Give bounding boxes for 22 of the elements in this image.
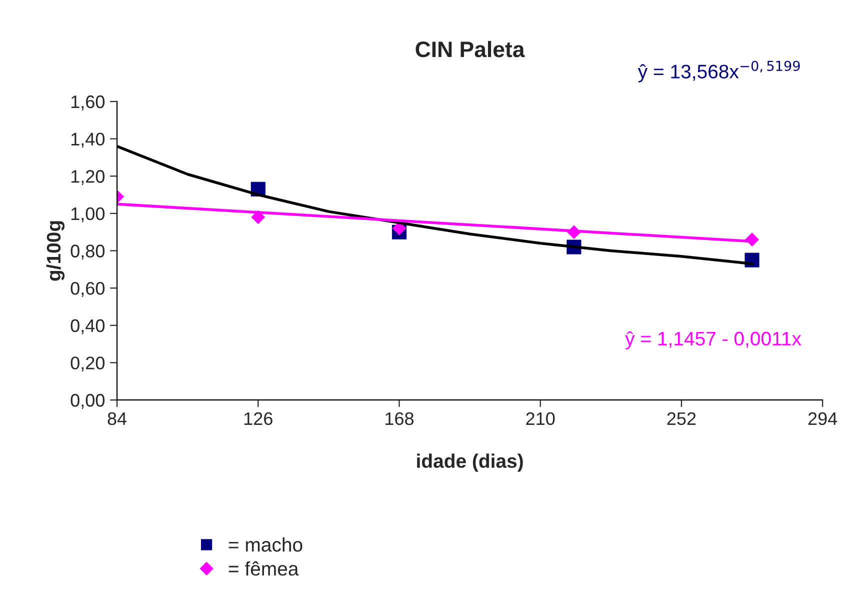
y-tick-label: 1,20 <box>71 170 105 185</box>
x-tick-label: 252 <box>667 412 696 426</box>
y-tick-label: 0,40 <box>70 319 105 334</box>
y-tick-label: 0,00 <box>70 394 105 409</box>
legend-label: = macho <box>228 537 302 552</box>
legend-label: = fêmea <box>228 561 299 576</box>
y-tick-label: 0,60 <box>70 282 105 297</box>
annotation: ŷ = 1,1457 - 0,0011x <box>625 331 802 350</box>
x-tick-label: 294 <box>808 412 838 426</box>
x-tick-label: 126 <box>244 412 272 426</box>
y-tick-label: 0,80 <box>70 244 105 260</box>
x-axis-title: idade (dias) <box>417 454 523 472</box>
y-tick-label: 1,40 <box>71 132 105 148</box>
x-tick-label: 168 <box>386 412 414 426</box>
text: ŷ = 13,568x$^{−0,5199}$ <box>638 60 800 82</box>
x-tick-label: 84 <box>108 412 127 426</box>
x-tick-label: 210 <box>526 412 555 426</box>
chart-title: CIN Paleta <box>416 40 525 58</box>
y-tick-label: 1,60 <box>71 95 105 110</box>
y-axis-title: g/100g <box>46 221 65 281</box>
y-tick-label: 0,20 <box>70 356 105 372</box>
y-tick-label: 1,00 <box>71 207 105 222</box>
